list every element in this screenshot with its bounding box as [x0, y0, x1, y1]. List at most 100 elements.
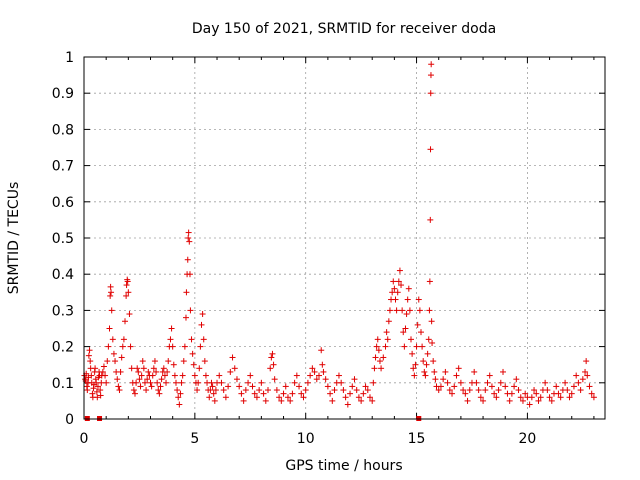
- data-point: [156, 390, 163, 397]
- data-point: [375, 347, 382, 354]
- data-point: [484, 379, 491, 386]
- data-point: [176, 401, 183, 408]
- data-point: [542, 379, 549, 386]
- y-tick-label: 0.2: [52, 340, 74, 356]
- data-point: [247, 372, 254, 379]
- data-point: [427, 90, 434, 97]
- data-point: [384, 336, 391, 343]
- data-point: [110, 350, 117, 357]
- data-point: [151, 358, 158, 365]
- data-point: [528, 394, 535, 401]
- data-point: [127, 343, 134, 350]
- data-point: [251, 390, 258, 397]
- data-point: [104, 358, 111, 365]
- data-point: [335, 372, 342, 379]
- data-point: [568, 390, 575, 397]
- data-point: [425, 336, 432, 343]
- data-point: [196, 365, 203, 372]
- data-point: [493, 394, 500, 401]
- data-point: [148, 383, 155, 390]
- data-point: [157, 383, 164, 390]
- data-point: [380, 354, 387, 361]
- data-point: [419, 343, 426, 350]
- x-tick-label: 20: [518, 431, 536, 447]
- data-point: [338, 379, 345, 386]
- data-point: [340, 387, 347, 394]
- data-point: [278, 397, 285, 404]
- data-point: [126, 311, 133, 318]
- data-point: [93, 388, 100, 395]
- data-point: [480, 397, 487, 404]
- data-point: [351, 376, 358, 383]
- data-point: [107, 292, 114, 299]
- data-point: [555, 390, 562, 397]
- data-point: [376, 358, 383, 365]
- data-point: [137, 383, 144, 390]
- data-point: [391, 285, 398, 292]
- data-point: [100, 363, 107, 370]
- data-point: [320, 368, 327, 375]
- data-point: [557, 394, 564, 401]
- data-point: [416, 307, 423, 314]
- data-point: [206, 394, 213, 401]
- data-point: [406, 307, 413, 314]
- y-tick-label: 0.7: [52, 159, 74, 175]
- data-point: [424, 350, 431, 357]
- data-point: [374, 336, 381, 343]
- data-point: [373, 343, 380, 350]
- x-tick-label: 0: [80, 431, 89, 447]
- x-tick-label: 5: [190, 431, 199, 447]
- data-point: [222, 394, 229, 401]
- data-point: [428, 61, 435, 68]
- data-point: [502, 383, 509, 390]
- data-point: [383, 329, 390, 336]
- data-point: [537, 394, 544, 401]
- data-point: [302, 387, 309, 394]
- data-point: [164, 368, 171, 375]
- data-point: [378, 365, 385, 372]
- data-point: [462, 390, 469, 397]
- data-point: [413, 343, 420, 350]
- data-point: [451, 383, 458, 390]
- data-point: [187, 307, 194, 314]
- data-point: [535, 397, 542, 404]
- data-point: [238, 390, 245, 397]
- chart-title: Day 150 of 2021, SRMTID for receiver dod…: [192, 21, 496, 37]
- data-point: [586, 383, 593, 390]
- data-point: [135, 368, 142, 375]
- data-point: [522, 390, 529, 397]
- data-point: [497, 379, 504, 386]
- data-point: [414, 321, 421, 328]
- data-point: [174, 387, 181, 394]
- data-point: [311, 368, 318, 375]
- data-point: [369, 397, 376, 404]
- data-point: [280, 390, 287, 397]
- data-point: [120, 336, 127, 343]
- data-point: [422, 372, 429, 379]
- data-point: [566, 394, 573, 401]
- grid-lines: [84, 57, 605, 419]
- data-point: [216, 372, 223, 379]
- data-point: [107, 283, 114, 290]
- data-point: [186, 271, 193, 278]
- data-point: [327, 390, 334, 397]
- data-point: [431, 368, 438, 375]
- data-point: [150, 365, 157, 372]
- y-axis-title: SRMTID / TECUs: [6, 182, 22, 295]
- data-point: [437, 383, 444, 390]
- data-point: [117, 368, 124, 375]
- data-point: [182, 314, 189, 321]
- data-point: [161, 372, 168, 379]
- data-point: [409, 350, 416, 357]
- data-point: [94, 383, 101, 390]
- data-point: [513, 376, 520, 383]
- data-point: [130, 387, 137, 394]
- y-tick-label: 0.1: [52, 376, 74, 392]
- data-point: [131, 390, 138, 397]
- data-point: [471, 368, 478, 375]
- data-point: [400, 329, 407, 336]
- data-point: [342, 394, 349, 401]
- data-point: [268, 354, 275, 361]
- data-point: [163, 379, 170, 386]
- data-point: [298, 390, 305, 397]
